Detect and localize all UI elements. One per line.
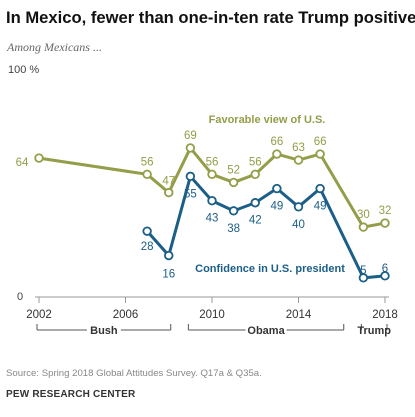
- source-note: Source: Spring 2018 Global Attitudes Sur…: [6, 368, 262, 379]
- favorable-segment-2015-2017: [318, 152, 365, 229]
- confidence-point-2008: [164, 250, 174, 261]
- favorable-point-2010: [207, 169, 217, 180]
- favorable-value-label-2007: 56: [141, 156, 154, 168]
- confidence-point-2014: [293, 202, 304, 212]
- favorable-segment-2008-2009: [167, 146, 192, 195]
- favorable-value-label-2013: 66: [270, 136, 283, 148]
- confidence-value-label-2015: 49: [314, 201, 327, 213]
- favorable-point-2009: [185, 143, 196, 153]
- confidence-segment-2008-2009: [167, 174, 192, 258]
- favorable-value-label-2002: 64: [16, 157, 29, 169]
- favorable-point-2018: [380, 218, 390, 228]
- favorable-value-label-2018: 32: [379, 205, 392, 217]
- favorable-series-label: Favorable view of U.S.: [209, 114, 326, 126]
- favorable-segment-2002-2007: [37, 156, 149, 176]
- presidency-label-trump: Trump: [357, 325, 391, 337]
- favorable-point-2011: [228, 177, 239, 188]
- favorable-point-2014: [293, 155, 304, 165]
- confidence-series-label: Confidence in U.S. president: [195, 263, 345, 275]
- favorable-value-label-2009: 69: [184, 130, 197, 142]
- favorable-segment-2007-2008: [145, 172, 171, 195]
- confidence-point-2017: [358, 273, 369, 283]
- chart-title: In Mexico, fewer than one-in-ten rate Tr…: [6, 8, 415, 27]
- presidency-label-bush: Bush: [90, 325, 118, 337]
- favorable-point-2013: [272, 149, 282, 159]
- confidence-value-label-2008: 16: [162, 269, 175, 281]
- chart-subtitle: Among Mexicans ...: [7, 40, 102, 54]
- favorable-point-2002: [34, 153, 44, 163]
- confidence-value-label-2009: 55: [184, 188, 197, 200]
- favorable-value-label-2008: 47: [162, 176, 175, 188]
- favorable-point-2012: [250, 169, 260, 180]
- presidency-label-obama: Obama: [247, 325, 285, 337]
- favorable-value-label-2012: 56: [249, 156, 262, 168]
- confidence-point-2010: [207, 196, 217, 206]
- confidence-point-2018: [380, 271, 390, 281]
- confidence-value-label-2018: 6: [382, 263, 388, 275]
- favorable-value-label-2014: 63: [292, 142, 305, 154]
- confidence-value-label-2017: 5: [360, 265, 366, 277]
- favorable-value-label-2015: 66: [314, 136, 327, 148]
- confidence-value-label-2011: 38: [227, 223, 240, 235]
- confidence-value-label-2013: 49: [270, 201, 283, 213]
- confidence-point-2015: [315, 183, 325, 194]
- favorable-point-2008: [164, 187, 174, 198]
- favorable-value-label-2011: 52: [227, 164, 240, 176]
- favorable-value-label-2010: 56: [206, 156, 219, 168]
- confidence-segment-2007-2008: [145, 229, 171, 258]
- confidence-point-2007: [142, 226, 152, 236]
- favorable-segment-2009-2010: [188, 146, 214, 176]
- confidence-point-2011: [228, 206, 239, 216]
- x-tick-label-2014: 2014: [286, 309, 312, 321]
- confidence-value-label-2014: 40: [292, 219, 305, 231]
- confidence-value-label-2007: 28: [141, 241, 154, 253]
- confidence-segment-2009-2010: [188, 174, 214, 203]
- confidence-value-label-2010: 43: [206, 213, 219, 225]
- x-tick-label-2018: 2018: [372, 309, 398, 321]
- y-axis-zero-label: 0: [17, 291, 23, 303]
- favorable-point-2017: [358, 222, 369, 232]
- confidence-segment-2014-2015: [297, 187, 322, 209]
- x-tick-label-2010: 2010: [199, 309, 225, 321]
- confidence-segment-2015-2017: [318, 187, 365, 280]
- favorable-point-2015: [315, 149, 325, 159]
- organization-name: PEW RESEARCH CENTER: [6, 389, 136, 400]
- x-tick-label-2006: 2006: [113, 309, 139, 321]
- y-axis-top-label: 100 %: [8, 64, 39, 76]
- confidence-point-2009: [185, 171, 196, 182]
- confidence-point-2012: [250, 198, 260, 208]
- favorable-segment-2012-2013: [253, 152, 279, 176]
- confidence-segment-2013-2014: [275, 187, 300, 209]
- confidence-point-2013: [272, 183, 282, 194]
- favorable-point-2007: [142, 169, 152, 180]
- x-tick-label-2002: 2002: [26, 309, 52, 321]
- favorable-value-label-2017: 30: [357, 209, 370, 221]
- confidence-value-label-2012: 42: [249, 215, 262, 227]
